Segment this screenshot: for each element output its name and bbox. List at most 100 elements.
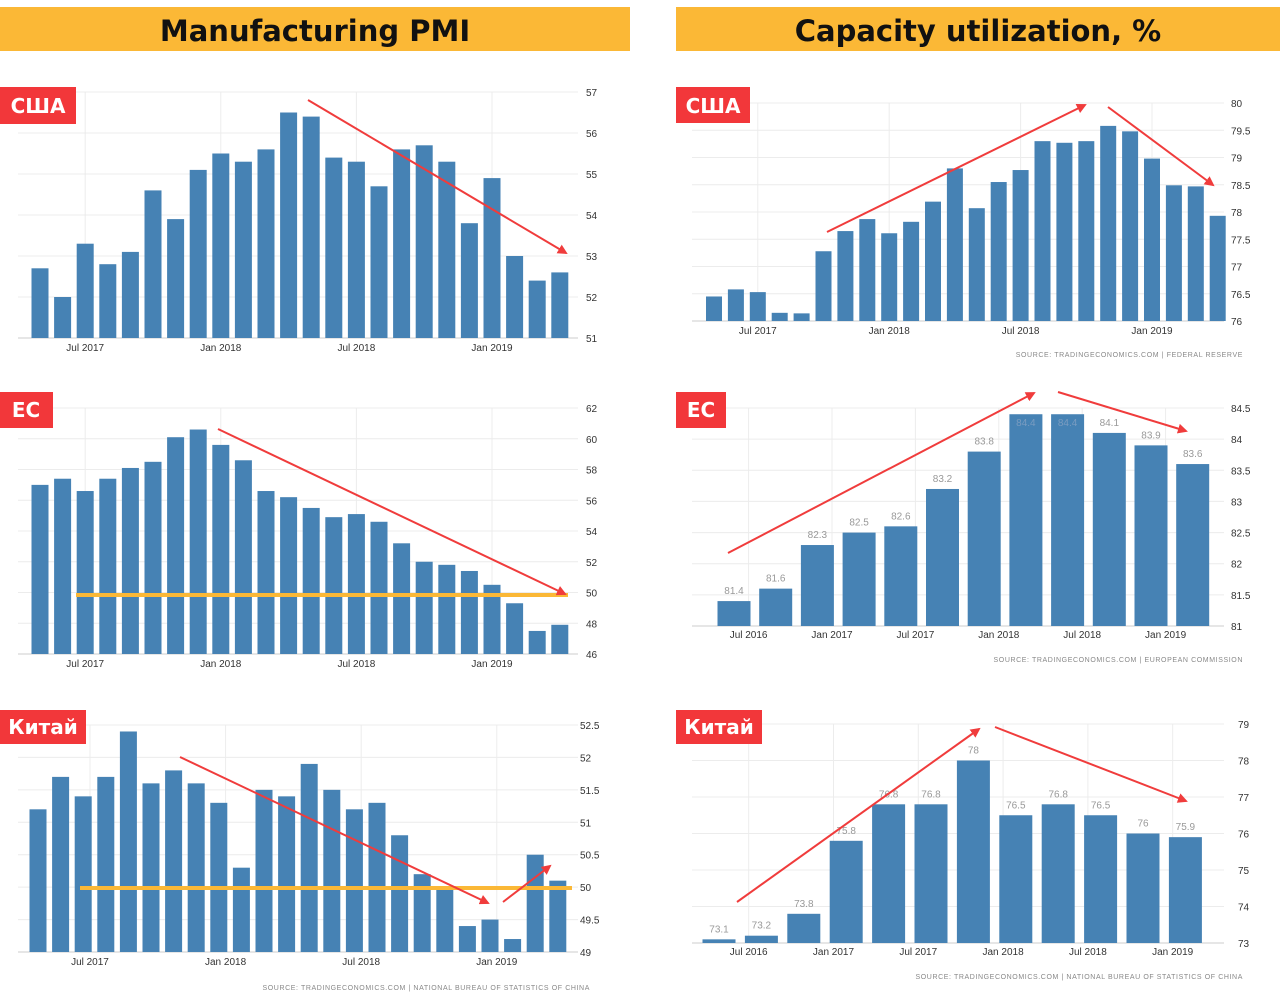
bar xyxy=(212,444,230,654)
x-tick-label: Jul 2018 xyxy=(337,343,375,354)
header-capacity-utilization: Capacity utilization, % xyxy=(676,7,1280,51)
bar xyxy=(872,804,906,943)
y-tick-label: 56 xyxy=(586,129,598,140)
trend-arrow-icon xyxy=(502,864,552,903)
bar xyxy=(460,570,478,654)
y-tick-label: 52 xyxy=(580,753,592,764)
svg-text:ЕС: ЕС xyxy=(687,398,715,422)
source-eu-capacity: SOURCE: TRADINGECONOMICS.COM | EUROPEAN … xyxy=(994,657,1244,664)
y-tick-label: 62 xyxy=(586,404,598,415)
bar xyxy=(325,157,343,338)
bar xyxy=(528,280,546,338)
x-tick-label: Jul 2017 xyxy=(739,326,777,337)
bar xyxy=(1051,414,1085,626)
trend-arrow-icon xyxy=(826,104,1087,233)
bar xyxy=(526,854,544,952)
bar xyxy=(119,731,137,952)
bar xyxy=(829,840,863,943)
bar xyxy=(278,796,296,952)
y-tick-label: 78.5 xyxy=(1231,181,1251,192)
bar xyxy=(76,491,94,654)
bar xyxy=(1009,414,1043,626)
bar xyxy=(481,919,499,952)
data-label: 84.4 xyxy=(1016,418,1036,429)
x-tick-label: Jul 2017 xyxy=(896,630,934,641)
bar xyxy=(189,169,207,338)
source-china-capacity: SOURCE: TRADINGECONOMICS.COM | NATIONAL … xyxy=(915,974,1243,981)
bar xyxy=(787,913,821,943)
y-tick-label: 54 xyxy=(586,527,598,538)
data-label: 76.8 xyxy=(921,789,941,800)
bar xyxy=(234,460,252,654)
y-tick-label: 55 xyxy=(586,170,598,181)
y-tick-label: 73 xyxy=(1238,939,1250,950)
bar xyxy=(300,763,318,952)
y-tick-label: 81.5 xyxy=(1231,591,1251,602)
bar xyxy=(74,796,92,952)
x-tick-label: Jul 2017 xyxy=(66,659,104,670)
chart-1: 46 48 50 52 54 56 58 60 62 Jul 2017 Jan 2018 Jul 20… xyxy=(18,404,598,670)
source-china-pmi: SOURCE: TRADINGECONOMICS.COM | NATIONAL … xyxy=(262,985,590,992)
bar xyxy=(914,804,948,943)
y-tick-label: 77 xyxy=(1231,263,1243,274)
bar xyxy=(210,802,228,952)
svg-text:США: США xyxy=(11,94,66,118)
bar xyxy=(31,268,49,338)
bar xyxy=(257,491,275,654)
bar xyxy=(257,149,275,338)
bar xyxy=(925,201,941,321)
bar xyxy=(1041,804,1075,943)
bar xyxy=(759,588,793,626)
bar xyxy=(460,223,478,338)
bar xyxy=(967,451,1001,626)
bar xyxy=(415,561,433,654)
y-tick-label: 83.5 xyxy=(1231,466,1251,477)
data-label: 83.8 xyxy=(974,437,994,448)
y-tick-label: 74 xyxy=(1238,903,1250,914)
bar xyxy=(99,264,117,338)
x-tick-label: Jan 2019 xyxy=(471,343,513,354)
y-tick-label: 51.5 xyxy=(580,786,600,797)
x-tick-label: Jan 2019 xyxy=(476,957,518,968)
bar xyxy=(97,776,115,952)
bar xyxy=(1165,185,1182,321)
bar xyxy=(323,789,341,952)
x-tick-label: Jul 2016 xyxy=(730,630,768,641)
data-label: 82.5 xyxy=(849,518,869,529)
badge-china-pmi: Китай xyxy=(0,710,86,744)
bar xyxy=(1122,131,1139,321)
bar xyxy=(255,789,273,952)
x-tick-label: Jan 2018 xyxy=(869,326,911,337)
bar xyxy=(99,478,117,654)
badge-eu-capacity: ЕС xyxy=(676,392,726,428)
bar xyxy=(187,783,205,952)
chart-3: 76 76.5 77 77.5 78 78.5 79 79.5 80 Jul 2017 Jan 20… xyxy=(692,99,1251,337)
bar xyxy=(702,939,736,943)
badge-china-capacity: Китай xyxy=(676,710,762,744)
bar xyxy=(956,760,990,943)
bar xyxy=(551,272,569,338)
bar xyxy=(727,289,744,321)
bar xyxy=(31,484,49,654)
svg-text:Китай: Китай xyxy=(684,715,753,739)
bar xyxy=(800,545,834,626)
data-label: 73.2 xyxy=(752,921,772,932)
y-tick-label: 82 xyxy=(1231,560,1243,571)
x-tick-label: Jan 2019 xyxy=(1152,947,1194,958)
bar xyxy=(76,243,94,338)
y-tick-label: 79 xyxy=(1231,154,1243,165)
chart-0: 51 52 53 54 55 56 57 Jul 2017 Jan 2018 Jul 2018 Ja… xyxy=(18,88,598,354)
y-tick-label: 79 xyxy=(1238,720,1250,731)
trend-arrow-icon xyxy=(727,392,1036,554)
bar xyxy=(1168,837,1202,943)
header-right-title: Capacity utilization, % xyxy=(795,14,1162,48)
x-tick-label: Jan 2017 xyxy=(813,947,855,958)
x-tick-label: Jul 2018 xyxy=(342,957,380,968)
x-tick-label: Jul 2016 xyxy=(730,947,768,958)
x-tick-label: Jan 2017 xyxy=(811,630,853,641)
bar xyxy=(990,182,1007,321)
data-label: 75.8 xyxy=(836,826,856,837)
bar xyxy=(121,467,139,654)
x-tick-label: Jul 2018 xyxy=(1002,326,1040,337)
